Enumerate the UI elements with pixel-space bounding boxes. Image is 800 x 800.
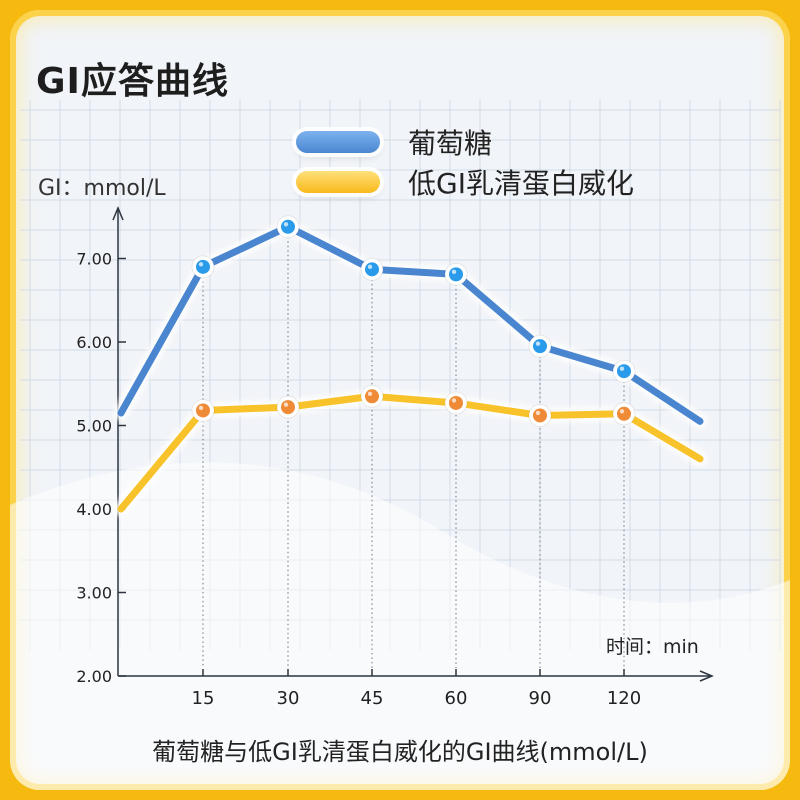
data-point-highlight: [283, 402, 289, 407]
series-line-glucose: [117, 223, 704, 425]
y-tick-label: 5.00: [76, 417, 112, 436]
legend-label-whey: 低GI乳清蛋白威化: [408, 167, 634, 200]
data-point-highlight: [283, 222, 289, 227]
data-point-whey: [533, 408, 547, 423]
y-axis-label: GI：mmol/L: [38, 176, 166, 201]
chart-plot: 2.00 3.00 4.00 5.00 6.00 7.00 15 30 45 60 90 120: [10, 100, 790, 790]
legend-swatch-glucose: [296, 131, 380, 153]
data-point-highlight: [619, 409, 625, 414]
data-point-glucose: [533, 339, 547, 354]
data-point-highlight: [535, 341, 541, 346]
legend-swatch-whey: [296, 171, 380, 193]
data-point-glucose: [617, 364, 631, 379]
y-tick-label: 3.00: [76, 584, 112, 603]
legend-item-whey: 低GI乳清蛋白威化: [296, 162, 634, 202]
data-point-highlight: [451, 269, 457, 275]
x-tick-label: 30: [277, 688, 300, 709]
x-tick-label: 120: [607, 688, 641, 709]
data-point-highlight: [198, 405, 204, 411]
x-axis-label: 时间：min: [606, 636, 699, 658]
series-line-whey: [117, 392, 704, 513]
data-point-glucose: [365, 262, 379, 277]
data-point-whey: [365, 389, 379, 404]
data-point-whey: [196, 403, 210, 418]
x-tick-label: 45: [361, 688, 384, 709]
series-glow-0: [114, 219, 707, 429]
page-title: GI应答曲线: [36, 61, 229, 102]
data-point-whey: [617, 406, 631, 421]
chart-caption: 葡萄糖与低GI乳清蛋白威化的GI曲线(mmol/L): [152, 738, 648, 766]
y-tick-label: 2.00: [76, 667, 112, 686]
data-point-highlight: [198, 262, 204, 267]
x-tick-label: 90: [529, 688, 552, 709]
data-point-glucose: [281, 219, 295, 234]
data-point-whey: [281, 400, 295, 415]
y-axis-arrow: [112, 206, 124, 221]
x-tick-label: 15: [192, 688, 215, 709]
background-wave: [10, 462, 790, 790]
y-tick-label: 7.00: [76, 250, 112, 269]
chart-card: 2.00 3.00 4.00 5.00 6.00 7.00 15 30 45 60 90 120 GI…: [10, 10, 790, 790]
data-point-glucose: [449, 267, 463, 282]
x-axis-arrow: [699, 670, 714, 682]
y-tick-label: 6.00: [76, 333, 112, 352]
data-point-highlight: [367, 264, 373, 270]
data-point-whey: [449, 395, 463, 410]
data-point-highlight: [451, 398, 457, 403]
legend-item-glucose: 葡萄糖: [296, 122, 492, 162]
data-point-highlight: [619, 366, 625, 371]
data-point-highlight: [535, 410, 541, 416]
legend-label-glucose: 葡萄糖: [408, 127, 493, 160]
data-point-highlight: [367, 391, 373, 396]
x-tick-label: 60: [445, 688, 468, 709]
y-tick-label: 4.00: [76, 500, 112, 519]
data-point-glucose: [196, 259, 210, 274]
